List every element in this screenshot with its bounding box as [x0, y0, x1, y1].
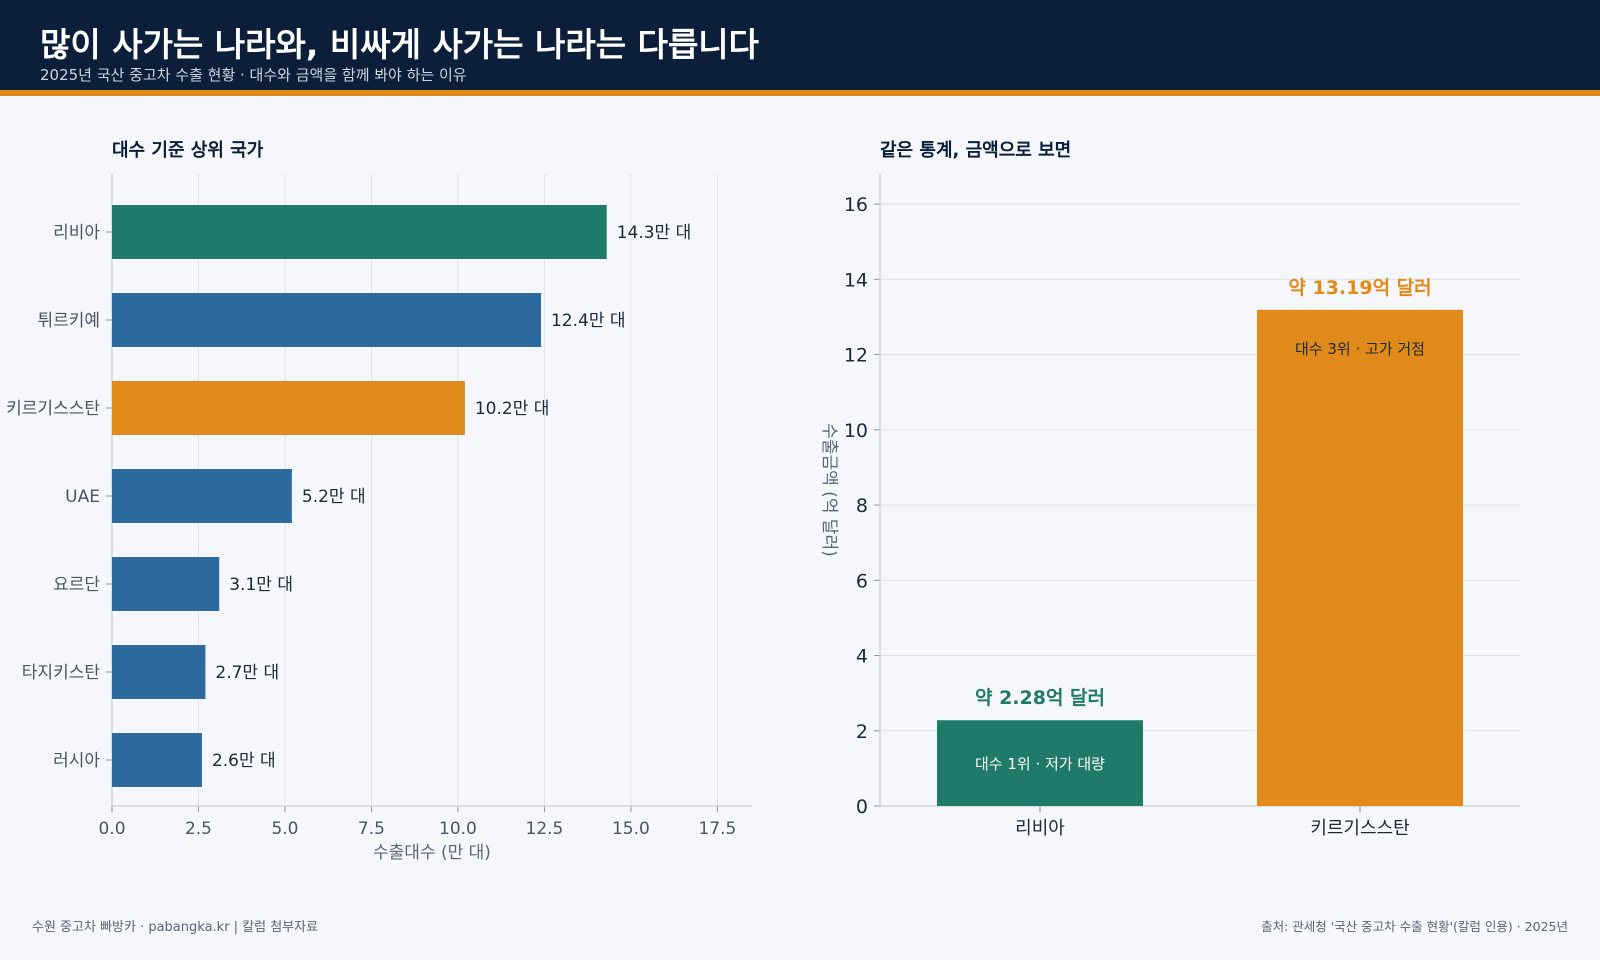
x-tick-label: 10.0 — [439, 819, 477, 839]
value-label: 2.7만 대 — [215, 663, 279, 683]
header-accent-line — [0, 90, 1600, 96]
y-tick-label: 16 — [844, 194, 868, 216]
value-label: 약 13.19억 달러 — [1288, 277, 1431, 299]
footer-credit: 수원 중고차 빠방카 · pabangka.kr | 칼럼 첨부자료 — [32, 920, 319, 935]
y-tick-label: 10 — [844, 420, 868, 442]
category-label: 튀르키예 — [37, 311, 100, 331]
y-tick-label: 0 — [856, 796, 868, 818]
bar — [112, 469, 292, 523]
bar — [112, 645, 206, 699]
bar — [937, 720, 1143, 806]
category-label: 타지키스탄 — [22, 663, 101, 683]
category-label: 러시아 — [53, 751, 100, 771]
bar — [112, 293, 541, 347]
x-tick-label: 5.0 — [271, 819, 298, 839]
y-tick-label: 6 — [856, 570, 868, 592]
value-label: 5.2만 대 — [302, 487, 366, 507]
value-label: 12.4만 대 — [551, 311, 626, 331]
page-subtitle: 2025년 국산 중고차 수출 현황 · 대수와 금액을 함께 봐야 하는 이유 — [40, 66, 467, 84]
y-tick-label: 14 — [844, 269, 868, 291]
y-axis-label: 수출금액 (억 달러) — [819, 423, 839, 557]
category-label: 키르기스스탄 — [6, 399, 100, 419]
bar — [112, 733, 202, 787]
x-tick-label: 0.0 — [98, 819, 125, 839]
category-label: 리비아 — [53, 223, 100, 243]
bar — [112, 381, 465, 435]
x-tick-label: 15.0 — [612, 819, 650, 839]
category-label: 키르기스스탄 — [1310, 818, 1409, 839]
bar — [112, 557, 220, 611]
x-tick-label: 12.5 — [526, 819, 564, 839]
left-chart-title: 대수 기준 상위 국가 — [112, 140, 264, 161]
y-tick-label: 4 — [856, 646, 868, 668]
bar — [1257, 309, 1463, 806]
bar — [112, 205, 607, 259]
value-label: 10.2만 대 — [475, 399, 550, 419]
right-chart-title: 같은 통계, 금액으로 보면 — [880, 140, 1072, 161]
value-label: 약 2.28억 달러 — [975, 687, 1105, 709]
x-tick-label: 2.5 — [185, 819, 212, 839]
header-bar — [0, 0, 1600, 90]
value-label: 14.3만 대 — [617, 223, 692, 243]
page-title: 많이 사가는 나라와, 비싸게 사가는 나라는 다릅니다 — [40, 25, 760, 64]
category-label: 요르단 — [53, 575, 100, 595]
y-tick-label: 2 — [856, 721, 868, 743]
footer-source: 출처: 관세청 '국산 중고차 수출 현황'(칼럼 인용) · 2025년 — [1261, 919, 1568, 934]
y-tick-label: 8 — [856, 495, 868, 517]
x-tick-label: 7.5 — [358, 819, 385, 839]
bar-annotation: 대수 1위 · 저가 대량 — [975, 755, 1105, 773]
units-bar-chart: 0.0 2.5 5.0 7.5 10.0 12.5 15.0 17.5 리비아 14.3만 대튀르… — [6, 174, 752, 863]
x-axis-label: 수출대수 (만 대) — [373, 843, 491, 863]
value-label: 3.1만 대 — [229, 575, 293, 595]
category-label: UAE — [65, 487, 100, 507]
bar-annotation: 대수 3위 · 고가 거점 — [1295, 340, 1425, 358]
y-tick-label: 12 — [844, 345, 868, 367]
x-tick-label: 17.5 — [698, 819, 736, 839]
category-label: 리비아 — [1015, 818, 1065, 839]
value-label: 2.6만 대 — [212, 751, 276, 771]
